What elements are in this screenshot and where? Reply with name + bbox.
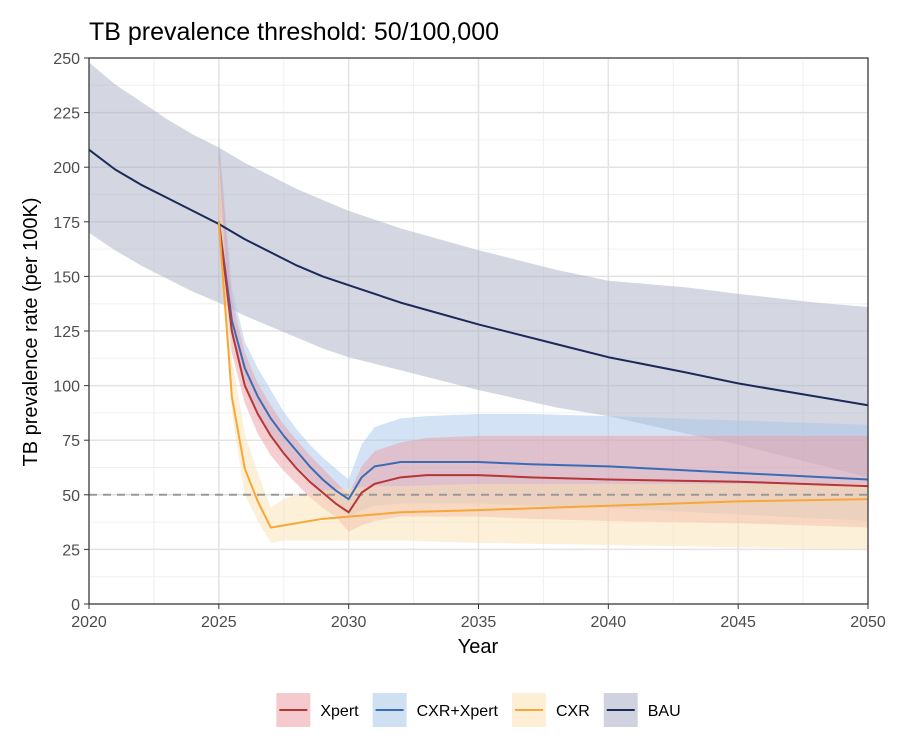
x-tick-label: 2045 — [720, 614, 756, 631]
legend-label: Xpert — [320, 703, 359, 720]
y-tick-label: 50 — [62, 488, 80, 505]
legend-item-cxr: CXR — [511, 693, 590, 727]
y-tick-label: 25 — [62, 542, 80, 559]
x-axis-ticks: 2020 2025 2030 2035 2040 2045 2050 — [71, 604, 886, 631]
line-bau — [88, 148, 869, 407]
legend-label: CXR — [556, 703, 590, 720]
y-tick-label: 200 — [53, 160, 80, 177]
x-tick-label: 2040 — [591, 614, 627, 631]
legend-label: CXR+Xpert — [417, 703, 499, 720]
legend-item-xpert: Xpert — [276, 693, 359, 727]
confidence-bands — [89, 62, 869, 550]
legend-item-cxr-xpert: CXR+Xpert — [372, 693, 499, 727]
y-tick-label: 250 — [53, 51, 80, 68]
y-tick-label: 75 — [62, 433, 80, 450]
x-tick-label: 2030 — [331, 614, 367, 631]
y-axis-ticks: 0 25 50 75 100 125 150 175 200 225 250 — [53, 51, 89, 614]
series-lines — [88, 148, 869, 529]
y-tick-label: 225 — [53, 106, 80, 123]
x-tick-label: 2025 — [201, 614, 237, 631]
y-axis-title: TB prevalence rate (per 100K) — [20, 197, 42, 466]
y-tick-label: 0 — [71, 597, 80, 614]
x-tick-label: 2050 — [850, 614, 886, 631]
legend-label: BAU — [648, 703, 681, 720]
x-axis-title: Year — [458, 636, 499, 658]
line-cxr-xpert — [217, 221, 869, 501]
y-tick-label: 150 — [53, 269, 80, 286]
band-cxr — [218, 156, 869, 550]
x-tick-label: 2020 — [71, 614, 107, 631]
x-tick-label: 2035 — [461, 614, 497, 631]
band-cxr-xpert — [218, 134, 869, 522]
legend-item-bau: BAU — [603, 693, 681, 727]
legend: Xpert CXR+Xpert CXR BAU — [276, 693, 681, 727]
chart-title: TB prevalence threshold: 50/100,000 — [89, 18, 499, 46]
y-tick-label: 125 — [53, 324, 80, 341]
line-xpert — [217, 221, 869, 514]
line-cxr — [217, 221, 869, 529]
y-tick-label: 100 — [53, 379, 80, 396]
y-tick-label: 175 — [53, 215, 80, 232]
band-bau — [89, 62, 868, 478]
